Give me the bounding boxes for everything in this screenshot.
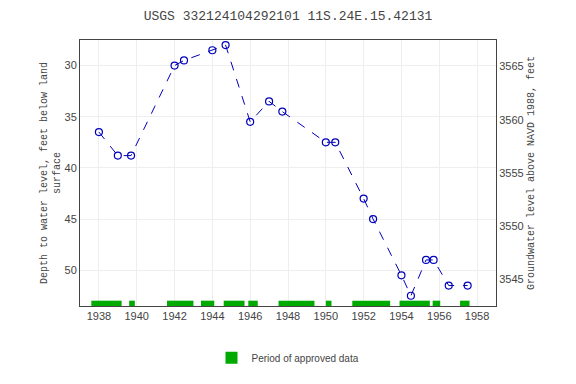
svg-text:3550: 3550 [499,220,523,232]
svg-text:1940: 1940 [124,310,148,322]
svg-text:35: 35 [65,111,77,123]
svg-text:40: 40 [65,162,77,174]
svg-text:USGS 332124104292101 11S.24E.1: USGS 332124104292101 11S.24E.15.42131 [144,9,433,24]
svg-text:Period of approved data: Period of approved data [252,353,359,364]
svg-text:Depth to water level, feet bel: Depth to water level, feet below landsur… [39,62,63,284]
svg-text:3565: 3565 [499,60,523,72]
svg-text:1958: 1958 [465,310,489,322]
svg-text:Groundwater level above NAVD 1: Groundwater level above NAVD 1988, feet [526,56,537,290]
svg-text:1950: 1950 [314,310,338,322]
svg-text:1948: 1948 [276,310,300,322]
svg-text:3545: 3545 [499,273,523,285]
svg-text:1944: 1944 [200,310,224,322]
svg-text:3555: 3555 [499,167,523,179]
svg-text:1946: 1946 [238,310,262,322]
svg-text:1938: 1938 [87,310,111,322]
svg-text:1952: 1952 [351,310,375,322]
svg-text:1956: 1956 [427,310,451,322]
svg-text:1942: 1942 [162,310,186,322]
svg-text:45: 45 [65,213,77,225]
svg-text:1954: 1954 [389,310,413,322]
svg-text:30: 30 [65,59,77,71]
svg-text:3560: 3560 [499,114,523,126]
svg-text:50: 50 [65,264,77,276]
